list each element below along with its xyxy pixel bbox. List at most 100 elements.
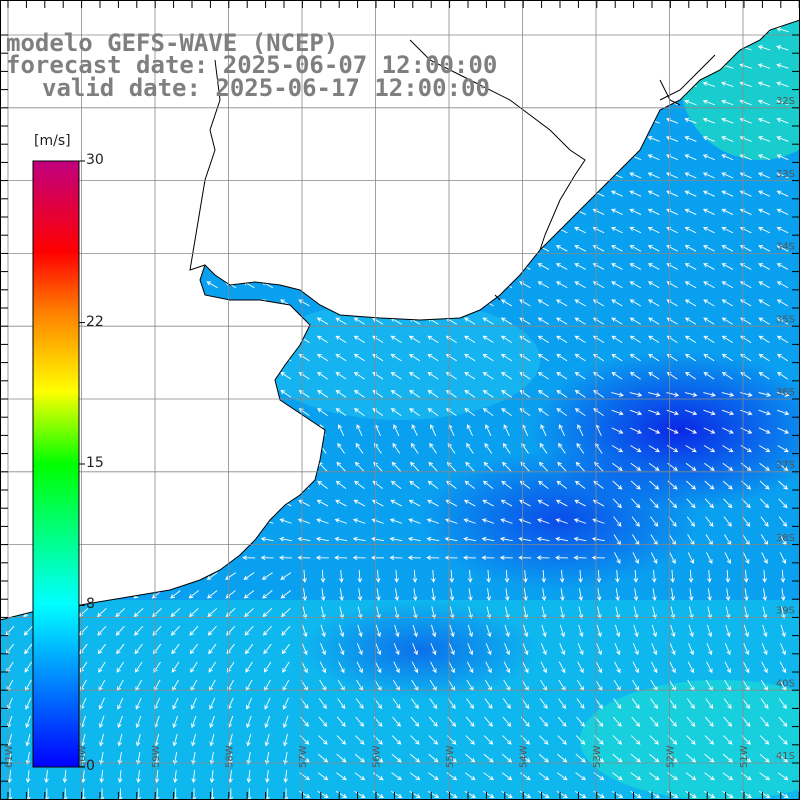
wind-arrow	[117, 752, 123, 765]
wind-arrow	[721, 136, 734, 142]
wind-arrow	[757, 117, 771, 124]
wind-arrow	[336, 716, 346, 727]
wind-arrow	[355, 442, 364, 454]
wind-arrow	[518, 117, 531, 124]
wind-arrow	[317, 480, 328, 490]
wind-arrow	[408, 299, 421, 307]
wind-arrow	[686, 516, 696, 527]
wind-arrow	[187, 190, 200, 197]
wind-arrow	[169, 172, 182, 179]
wind-arrow	[279, 154, 292, 161]
wind-arrow	[412, 643, 418, 656]
wind-arrow	[356, 661, 363, 674]
wind-arrow	[3, 499, 16, 507]
wind-arrow	[574, 371, 586, 380]
wind-arrow	[466, 698, 475, 710]
wind-arrow	[669, 643, 676, 656]
wind-arrow	[574, 299, 586, 307]
wind-arrow	[684, 353, 697, 362]
wind-arrow	[776, 208, 789, 215]
wind-arrow	[573, 63, 587, 69]
wind-arrow	[317, 408, 328, 417]
wind-arrow	[706, 661, 713, 674]
wind-arrow	[760, 698, 769, 710]
wind-arrow	[632, 661, 639, 674]
wind-arrow	[431, 606, 437, 620]
wind-arrow	[298, 281, 310, 289]
wind-arrow	[390, 480, 402, 490]
wind-arrow	[261, 136, 274, 142]
wind-arrow	[409, 790, 421, 799]
wind-arrow	[320, 569, 326, 583]
wind-arrow	[206, 245, 218, 252]
wind-arrow	[463, 154, 476, 161]
wind-arrow	[171, 661, 180, 673]
wind-arrow	[154, 770, 160, 784]
wind-arrow	[279, 172, 292, 179]
wind-arrow	[757, 45, 771, 51]
wind-arrow	[246, 733, 252, 747]
wind-arrow	[4, 390, 16, 398]
wind-arrow	[390, 371, 402, 380]
wind-arrow	[778, 516, 788, 527]
wind-arrow	[670, 588, 676, 602]
wind-arrow	[578, 624, 584, 638]
wind-arrow	[188, 299, 200, 307]
wind-arrow	[316, 136, 329, 142]
wind-arrow	[336, 735, 347, 745]
wind-arrow	[649, 735, 659, 745]
wind-arrow	[134, 461, 144, 472]
wind-arrow	[5, 461, 15, 472]
wind-arrow	[776, 299, 789, 307]
wind-arrow	[484, 716, 493, 727]
wind-arrow	[518, 190, 531, 197]
wind-arrow	[761, 661, 768, 674]
wind-arrow	[172, 715, 179, 729]
wind-arrow	[25, 424, 32, 437]
wind-arrow	[170, 480, 181, 490]
wind-arrow	[260, 536, 274, 542]
wind-arrow	[668, 516, 677, 527]
wind-arrow	[743, 624, 750, 638]
wind-arrow	[151, 353, 163, 362]
wind-arrow	[575, 772, 587, 781]
wind-arrow	[631, 516, 640, 527]
wind-arrow	[705, 516, 714, 527]
wind-arrow	[169, 226, 182, 234]
wind-arrow	[316, 172, 329, 179]
wind-arrow	[686, 716, 696, 727]
wind-arrow	[77, 117, 90, 124]
wind-arrow	[426, 45, 440, 51]
wind-arrow	[538, 753, 549, 763]
wind-arrow	[725, 569, 731, 583]
wind-arrow	[261, 572, 273, 580]
wind-arrow	[577, 643, 584, 656]
wind-arrow	[703, 392, 716, 397]
wind-arrow	[390, 335, 402, 343]
wind-arrow	[744, 606, 749, 620]
wind-arrow	[500, 245, 513, 252]
wind-arrow	[468, 606, 473, 620]
wind-arrow	[135, 715, 142, 729]
wind-arrow	[408, 226, 421, 234]
wind-arrow	[555, 499, 568, 507]
wind-arrow	[537, 208, 550, 215]
wind-arrow	[722, 753, 733, 763]
wind-arrow	[228, 770, 233, 784]
wind-arrow	[652, 606, 657, 620]
wind-arrow	[722, 445, 734, 453]
wind-arrow	[95, 518, 108, 524]
wind-arrow	[704, 462, 715, 471]
wind-arrow	[574, 226, 586, 234]
wind-arrow	[684, 409, 698, 416]
wind-arrow	[317, 371, 329, 380]
wind-arrow	[392, 698, 401, 710]
wind-arrow	[169, 499, 182, 507]
wind-arrow	[555, 27, 568, 33]
wind-arrow	[280, 480, 292, 490]
wind-arrow	[758, 208, 771, 215]
wind-arrow	[592, 117, 605, 124]
wind-arrow	[224, 190, 237, 197]
wind-arrow	[316, 245, 329, 252]
wind-arrow	[152, 607, 162, 618]
